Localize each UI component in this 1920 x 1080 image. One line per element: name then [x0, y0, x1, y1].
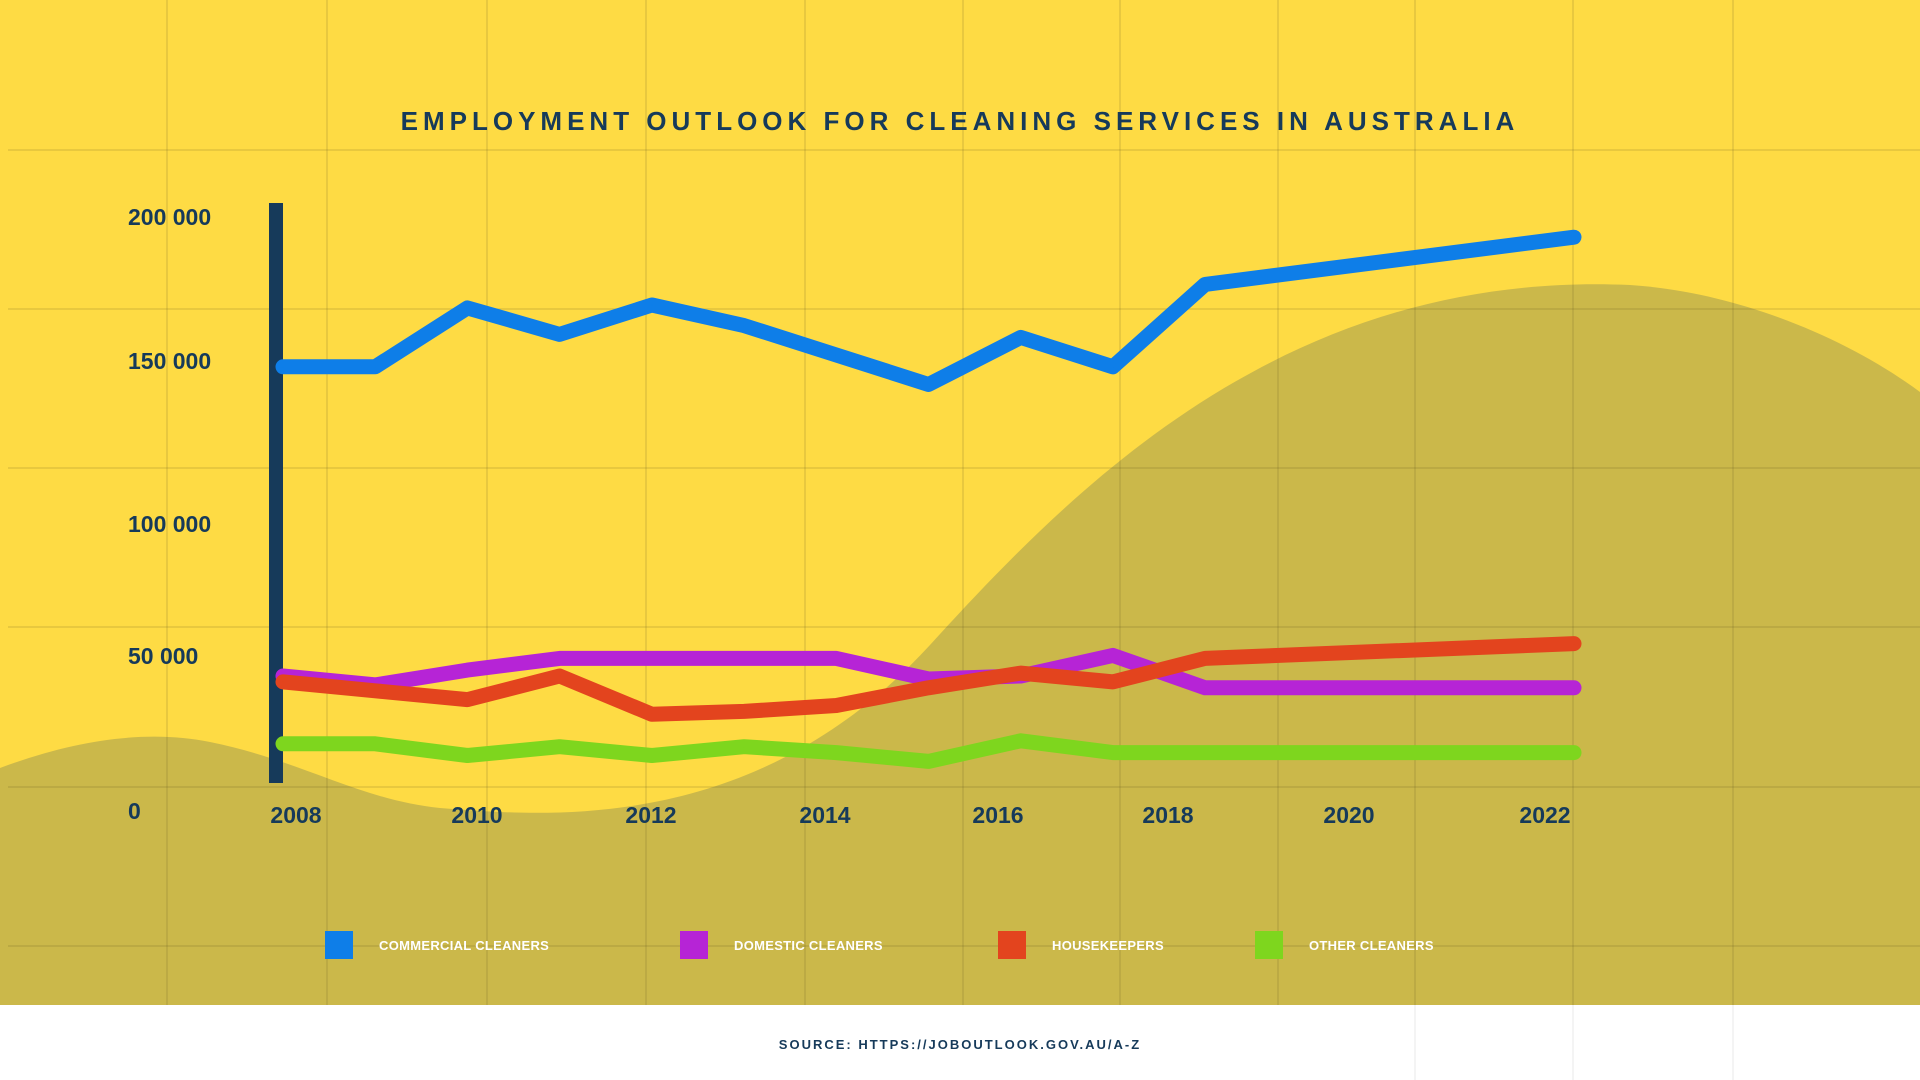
- data-point-commercial-cleaners: [1019, 336, 1022, 339]
- data-point-housekeepers: [743, 710, 746, 713]
- legend-label: HOUSEKEEPERS: [1052, 937, 1164, 953]
- data-point-housekeepers: [650, 713, 653, 716]
- data-point-commercial-cleaners: [1204, 283, 1207, 286]
- legend-item-commercial-cleaners: COMMERCIAL CLEANERS: [325, 931, 549, 959]
- legend-label: COMMERCIAL CLEANERS: [379, 937, 550, 953]
- data-point-housekeepers: [282, 680, 284, 683]
- x-tick-label: 2022: [1519, 802, 1571, 828]
- y-axis-bar: [269, 203, 283, 783]
- data-point-housekeepers: [927, 686, 930, 689]
- data-point-housekeepers: [1573, 642, 1575, 645]
- data-point-housekeepers: [1204, 657, 1207, 660]
- legend-swatch: [680, 931, 708, 959]
- y-tick-label: 150 000: [128, 348, 212, 374]
- data-point-commercial-cleaners: [282, 365, 284, 368]
- data-point-other-cleaners: [558, 745, 561, 748]
- data-point-commercial-cleaners: [466, 306, 469, 309]
- series-line-commercial-cleaners: [275, 229, 1582, 392]
- data-point-domestic-cleaners: [650, 657, 653, 660]
- data-point-commercial-cleaners: [1111, 365, 1114, 368]
- x-tick-label: 2012: [625, 802, 677, 828]
- gridlines: [8, 0, 1920, 1080]
- y-tick-label: 0: [128, 798, 141, 824]
- y-tick-label: 200 000: [128, 204, 212, 230]
- data-point-other-cleaners: [650, 754, 653, 757]
- data-point-domestic-cleaners: [1573, 686, 1575, 689]
- x-tick-label: 2008: [270, 802, 322, 828]
- legend-swatch: [1255, 931, 1283, 959]
- x-tick-label: 2020: [1323, 802, 1375, 828]
- data-point-commercial-cleaners: [558, 333, 561, 336]
- legend-label: DOMESTIC CLEANERS: [734, 937, 883, 953]
- data-point-other-cleaners: [743, 745, 746, 748]
- legend-label: OTHER CLEANERS: [1309, 937, 1434, 953]
- data-point-housekeepers: [1019, 672, 1022, 675]
- data-point-domestic-cleaners: [1204, 686, 1207, 689]
- background-hill: [0, 284, 1920, 1005]
- data-point-other-cleaners: [374, 742, 377, 745]
- series-line-domestic-cleaners: [275, 647, 1582, 696]
- data-point-housekeepers: [466, 698, 469, 701]
- data-point-commercial-cleaners: [1573, 236, 1575, 239]
- data-point-other-cleaners: [1573, 751, 1575, 754]
- x-tick-label: 2014: [799, 802, 851, 828]
- data-point-domestic-cleaners: [927, 678, 930, 680]
- x-tick-label: 2010: [451, 802, 503, 828]
- data-point-housekeepers: [1111, 680, 1114, 683]
- data-point-other-cleaners: [1111, 751, 1114, 754]
- data-point-commercial-cleaners: [374, 365, 377, 368]
- data-point-domestic-cleaners: [1111, 654, 1114, 657]
- data-point-domestic-cleaners: [466, 669, 469, 672]
- series-lines: [275, 229, 1582, 769]
- data-point-other-cleaners: [1019, 739, 1022, 742]
- data-point-commercial-cleaners: [927, 383, 930, 386]
- data-point-other-cleaners: [1204, 751, 1207, 754]
- legend-item-other-cleaners: OTHER CLEANERS: [1255, 931, 1434, 959]
- y-tick-label: 100 000: [128, 511, 212, 537]
- data-point-domestic-cleaners: [743, 657, 746, 660]
- data-point-other-cleaners: [927, 760, 930, 763]
- data-point-housekeepers: [558, 675, 561, 677]
- legend-item-housekeepers: HOUSEKEEPERS: [998, 931, 1164, 959]
- data-point-other-cleaners: [466, 754, 469, 757]
- series-line-housekeepers: [275, 636, 1582, 722]
- data-point-domestic-cleaners: [558, 657, 561, 660]
- data-point-commercial-cleaners: [835, 354, 838, 356]
- data-point-commercial-cleaners: [743, 324, 746, 327]
- chart-title: EMPLOYMENT OUTLOOK FOR CLEANING SERVICES…: [400, 106, 1520, 136]
- legend-item-domestic-cleaners: DOMESTIC CLEANERS: [680, 931, 883, 959]
- data-point-domestic-cleaners: [835, 657, 838, 660]
- data-point-housekeepers: [374, 689, 377, 692]
- data-point-other-cleaners: [282, 742, 284, 745]
- data-point-housekeepers: [835, 704, 838, 707]
- data-point-other-cleaners: [835, 751, 838, 754]
- legend-swatch: [325, 931, 353, 959]
- series-line-other-cleaners: [275, 733, 1582, 769]
- legend-swatch: [998, 931, 1026, 959]
- x-tick-label: 2018: [1142, 802, 1194, 828]
- x-tick-label: 2016: [972, 802, 1024, 828]
- data-point-commercial-cleaners: [650, 304, 653, 306]
- y-tick-label: 50 000: [128, 643, 199, 669]
- source-caption: SOURCE: HTTPS://JOBOUTLOOK.GOV.AU/A-Z: [778, 1037, 1142, 1052]
